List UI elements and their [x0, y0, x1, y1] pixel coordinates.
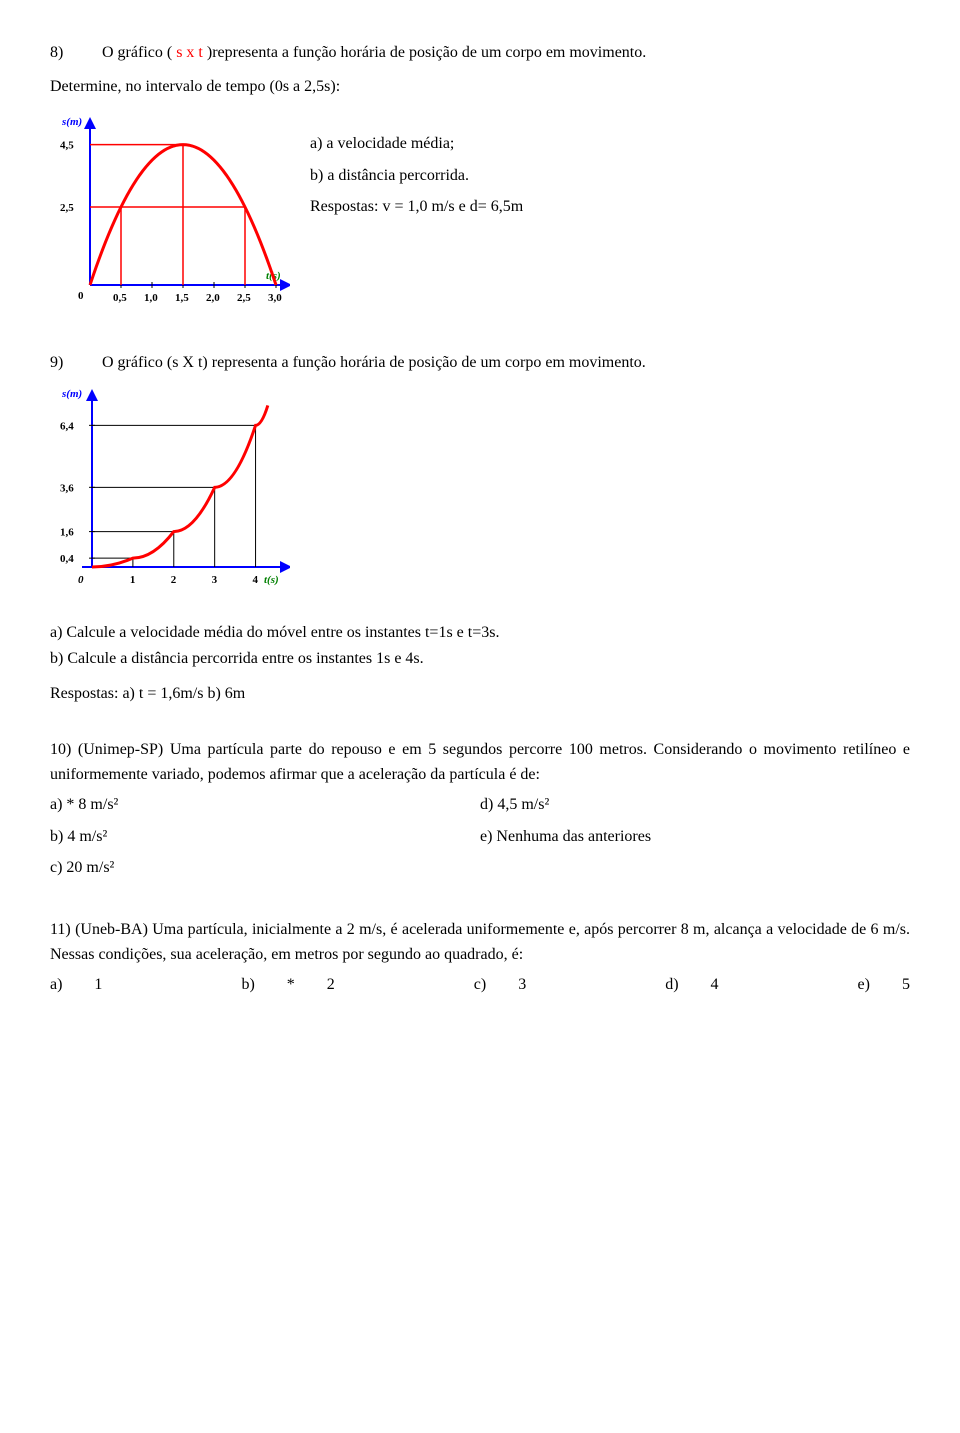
svg-text:3,6: 3,6	[60, 483, 74, 495]
svg-text:s(m): s(m)	[61, 116, 82, 128]
q11-options: a) 1 b) * 2 c) 3 d) 4 e) 5	[50, 972, 910, 998]
q9-answers: Respostas: a) t = 1,6m/s b) 6m	[50, 681, 910, 707]
q8-intro-post: )representa a função horária de posição …	[203, 44, 646, 61]
q10-options: a) * 8 m/s² b) 4 m/s² c) 20 m/s² d) 4,5 …	[50, 792, 910, 887]
q10-number: 10)	[50, 741, 71, 758]
q8-intro: 8) O gráfico ( s x t )representa a funçã…	[50, 40, 910, 66]
q11-opt-d: d) 4	[665, 972, 718, 998]
svg-text:2,5: 2,5	[237, 292, 251, 304]
q8-number: 8)	[50, 40, 98, 66]
svg-text:1,5: 1,5	[175, 292, 189, 304]
svg-text:3,0: 3,0	[268, 292, 282, 304]
q9-item-b: b) Calcule a distância percorrida entre …	[50, 646, 910, 672]
q8-subtext: Determine, no intervalo de tempo (0s a 2…	[50, 74, 910, 100]
q8-intro-pre: O gráfico (	[102, 44, 176, 61]
q10-opt-a: a) * 8 m/s²	[50, 792, 480, 818]
svg-text:2,0: 2,0	[206, 292, 220, 304]
svg-text:1,0: 1,0	[144, 292, 158, 304]
svg-text:4,5: 4,5	[60, 140, 74, 152]
q9-number: 9)	[50, 350, 98, 376]
q10-right-col: d) 4,5 m/s² e) Nenhuma das anteriores	[480, 792, 910, 887]
svg-text:2,5: 2,5	[60, 202, 74, 214]
q11-opt-e: e) 5	[858, 972, 910, 998]
q8-intro-red: s x t	[176, 44, 203, 61]
svg-text:0,4: 0,4	[60, 554, 74, 566]
q11-opt-c: c) 3	[474, 972, 526, 998]
svg-text:3: 3	[212, 574, 218, 586]
q9-chart: s(m) t(s) 0 1 2 3 4 0,4 1,6 3,6 6,4	[50, 383, 910, 602]
q10-opt-d: d) 4,5 m/s²	[480, 792, 910, 818]
q8-item-b: b) a distância percorrida.	[310, 163, 523, 189]
question-8: 8) O gráfico ( s x t )representa a funçã…	[50, 40, 910, 320]
svg-text:s(m): s(m)	[61, 388, 82, 400]
q11-body: (Uneb-BA) Uma partícula, inicialmente a …	[50, 921, 910, 964]
q9-item-a: a) Calcule a velocidade média do móvel e…	[50, 620, 910, 646]
question-11: 11) (Uneb-BA) Uma partícula, inicialment…	[50, 917, 910, 998]
question-9: 9) O gráfico (s X t) representa a função…	[50, 350, 910, 707]
question-10: 10) (Unimep-SP) Uma partícula parte do r…	[50, 737, 910, 887]
svg-text:4: 4	[253, 574, 259, 586]
svg-text:0: 0	[78, 290, 84, 302]
svg-text:1,6: 1,6	[60, 527, 74, 539]
q10-opt-e: e) Nenhuma das anteriores	[480, 824, 910, 850]
q10-opt-c: c) 20 m/s²	[50, 855, 480, 881]
q10-body: (Unimep-SP) Uma partícula parte do repou…	[50, 741, 910, 784]
q10-text: 10) (Unimep-SP) Uma partícula parte do r…	[50, 737, 910, 788]
q9-intro-text: O gráfico (s X t) representa a função ho…	[102, 354, 646, 371]
q9-intro: 9) O gráfico (s X t) representa a função…	[50, 350, 910, 376]
q8-item-a: a) a velocidade média;	[310, 131, 523, 157]
q8-answers: Respostas: v = 1,0 m/s e d= 6,5m	[310, 194, 523, 220]
svg-text:0,5: 0,5	[113, 292, 127, 304]
q10-left-col: a) * 8 m/s² b) 4 m/s² c) 20 m/s²	[50, 792, 480, 887]
q10-opt-b: b) 4 m/s²	[50, 824, 480, 850]
q11-number: 11)	[50, 921, 71, 938]
q8-row: s(m)t(s)00,51,01,52,02,53,02,54,5 a) a v…	[50, 111, 910, 320]
svg-text:t(s): t(s)	[264, 574, 279, 586]
svg-text:6,4: 6,4	[60, 421, 74, 433]
q11-text: 11) (Uneb-BA) Uma partícula, inicialment…	[50, 917, 910, 968]
q11-opt-b: b) * 2	[241, 972, 334, 998]
q8-items: a) a velocidade média; b) a distância pe…	[310, 131, 523, 226]
q11-opt-a: a) 1	[50, 972, 102, 998]
svg-text:0: 0	[78, 574, 84, 586]
q8-chart: s(m)t(s)00,51,01,52,02,53,02,54,5	[50, 111, 290, 320]
svg-text:1: 1	[130, 574, 136, 586]
svg-text:2: 2	[171, 574, 177, 586]
